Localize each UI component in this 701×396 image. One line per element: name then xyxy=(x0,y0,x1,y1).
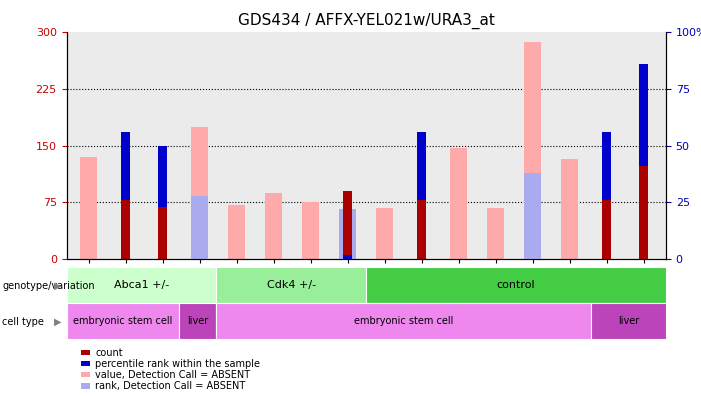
Bar xyxy=(158,153,168,259)
Bar xyxy=(602,132,611,200)
Text: ▶: ▶ xyxy=(54,316,62,327)
Bar xyxy=(639,63,648,166)
Bar xyxy=(121,132,130,200)
Text: embryonic stem cell: embryonic stem cell xyxy=(73,316,172,326)
Bar xyxy=(191,196,208,259)
Text: liver: liver xyxy=(618,316,639,326)
Bar xyxy=(417,132,426,200)
Bar xyxy=(191,127,208,259)
Bar xyxy=(562,159,578,259)
Text: Abca1 +/-: Abca1 +/- xyxy=(114,280,169,290)
Text: cell type: cell type xyxy=(2,316,44,327)
Bar xyxy=(417,138,426,259)
Bar xyxy=(81,157,97,259)
Bar xyxy=(67,267,217,303)
Bar xyxy=(121,136,130,259)
Text: genotype/variation: genotype/variation xyxy=(2,281,95,291)
Text: percentile rank within the sample: percentile rank within the sample xyxy=(95,359,260,369)
Text: Cdk4 +/-: Cdk4 +/- xyxy=(267,280,316,290)
Text: count: count xyxy=(95,348,123,358)
Text: rank, Detection Call = ABSENT: rank, Detection Call = ABSENT xyxy=(95,381,245,391)
Bar xyxy=(339,209,356,259)
Bar xyxy=(451,148,467,259)
Bar xyxy=(487,208,504,259)
Bar xyxy=(524,42,541,259)
Text: ▶: ▶ xyxy=(54,281,62,291)
Text: embryonic stem cell: embryonic stem cell xyxy=(354,316,454,326)
Bar xyxy=(343,191,353,259)
Bar xyxy=(343,255,353,259)
Bar xyxy=(524,173,541,259)
Title: GDS434 / AFFX-YEL021w/URA3_at: GDS434 / AFFX-YEL021w/URA3_at xyxy=(238,13,495,29)
Text: control: control xyxy=(497,280,536,290)
Bar xyxy=(602,139,611,259)
Bar xyxy=(639,89,648,259)
Bar xyxy=(217,303,591,339)
Bar xyxy=(229,205,245,259)
Text: liver: liver xyxy=(187,316,208,326)
Text: value, Detection Call = ABSENT: value, Detection Call = ABSENT xyxy=(95,370,250,380)
Bar xyxy=(376,208,393,259)
Bar xyxy=(266,192,282,259)
Bar xyxy=(179,303,217,339)
Bar xyxy=(302,202,319,259)
Bar xyxy=(158,145,168,207)
Bar xyxy=(67,303,179,339)
Bar xyxy=(591,303,666,339)
Bar xyxy=(366,267,666,303)
Bar xyxy=(217,267,366,303)
